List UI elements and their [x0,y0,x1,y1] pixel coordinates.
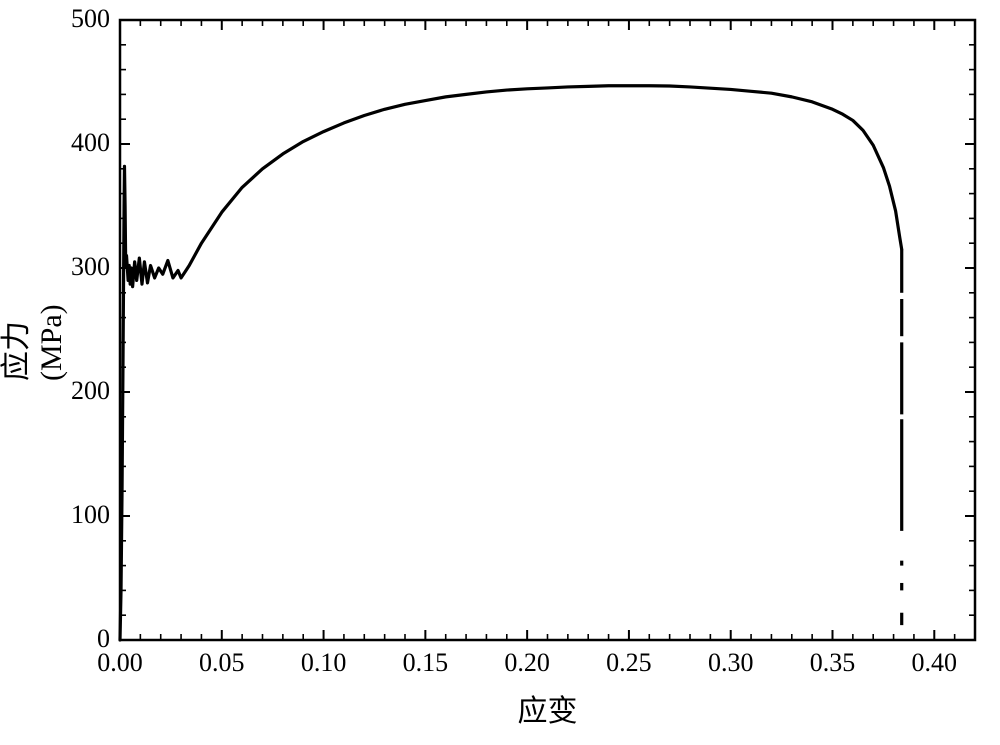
x-tick-label: 0.25 [599,648,659,678]
y-axis-label: 应力 (MPa) [0,321,69,381]
y-tick-label: 400 [71,128,110,158]
y-tick-label: 500 [71,4,110,34]
y-tick-label: 200 [71,376,110,406]
x-tick-label: 0.30 [701,648,761,678]
y-tick-label: 100 [71,500,110,530]
x-tick-label: 0.40 [904,648,964,678]
x-tick-label: 0.35 [803,648,863,678]
y-tick-label: 0 [97,624,110,654]
chart-svg [0,0,1000,745]
stress-strain-chart: 应力 (MPa) 应变 0.000.050.100.150.200.250.30… [0,0,1000,745]
y-tick-label: 300 [71,252,110,282]
x-tick-label: 0.20 [497,648,557,678]
x-tick-label: 0.10 [294,648,354,678]
x-tick-label: 0.05 [192,648,252,678]
x-axis-label: 应变 [488,686,608,730]
x-tick-label: 0.15 [395,648,455,678]
